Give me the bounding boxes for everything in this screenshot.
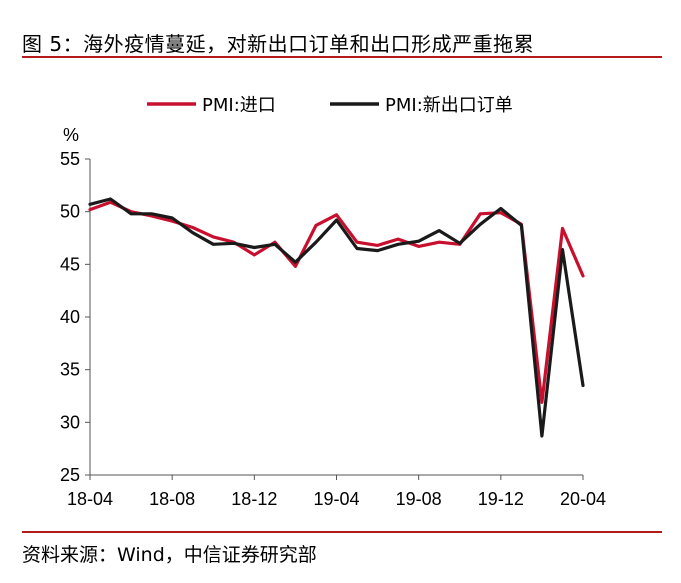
x-tick-label: 19-08 [396,489,442,509]
figure-title: 图 5：海外疫情蔓延，对新出口订单和出口形成严重拖累 [22,32,535,56]
legend-label-export-orders: PMI:新出口订单 [385,95,513,116]
series-line-export-orders [88,197,585,438]
x-tick-label: 18-08 [149,489,195,509]
title-divider [22,56,662,58]
series-line-import [88,200,585,404]
x-tick-label: 18-12 [231,489,277,509]
y-tick-label: 45 [60,254,80,274]
source-divider [22,531,662,533]
y-tick-label: 40 [60,307,80,327]
chart-legend: PMI:进口 PMI:新出口订单 [147,95,513,116]
y-tick-label: 30 [60,412,80,432]
y-tick-label: 55 [60,149,80,169]
y-tick-label: 35 [60,360,80,380]
source-note: 资料来源：Wind，中信证券研究部 [22,544,317,566]
y-tick-label: 50 [60,202,80,222]
x-tick-label: 19-04 [313,489,359,509]
x-tick-label: 19-12 [478,489,524,509]
x-tick-label: 18-04 [67,489,113,509]
y-axis-unit: % [63,125,79,145]
legend-label-import: PMI:进口 [202,95,276,116]
y-tick-label: 25 [60,465,80,485]
x-tick-label: 20-04 [560,489,606,509]
